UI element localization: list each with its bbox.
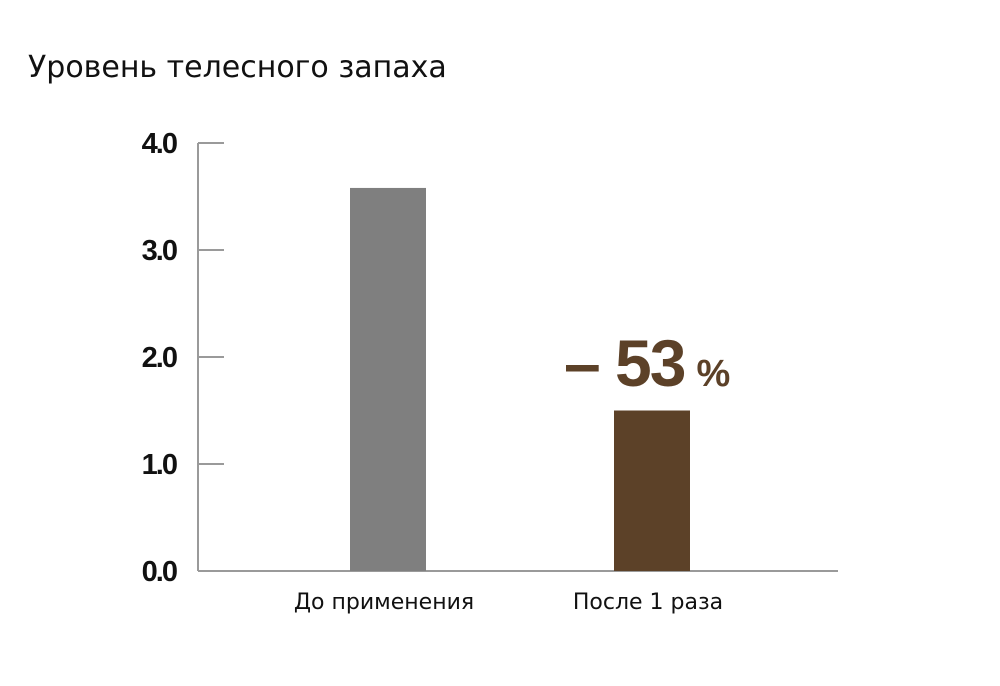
category-labels: До применения После 1 раза	[294, 590, 723, 615]
y-tick-label: 4.0	[142, 128, 177, 160]
y-tick-label: 2.0	[142, 342, 177, 374]
bars	[350, 187, 690, 571]
annotation: – 53%	[564, 326, 730, 400]
category-label: До применения	[294, 590, 474, 615]
reduction-value: – 53	[564, 326, 685, 400]
reduction-annotation: – 53%	[564, 326, 730, 400]
y-tick-label: 3.0	[142, 235, 177, 267]
chart-title: Уровень телесного запаха	[28, 50, 447, 85]
category-label: После 1 раза	[573, 590, 723, 615]
y-axis: 0.0 1.0 2.0 3.0 4.0	[142, 128, 224, 588]
y-tick-label: 0.0	[142, 556, 177, 588]
bar-before	[350, 187, 426, 571]
y-tick-label: 1.0	[142, 449, 177, 481]
bar-after	[614, 410, 690, 571]
reduction-percent-sign: %	[696, 353, 730, 395]
